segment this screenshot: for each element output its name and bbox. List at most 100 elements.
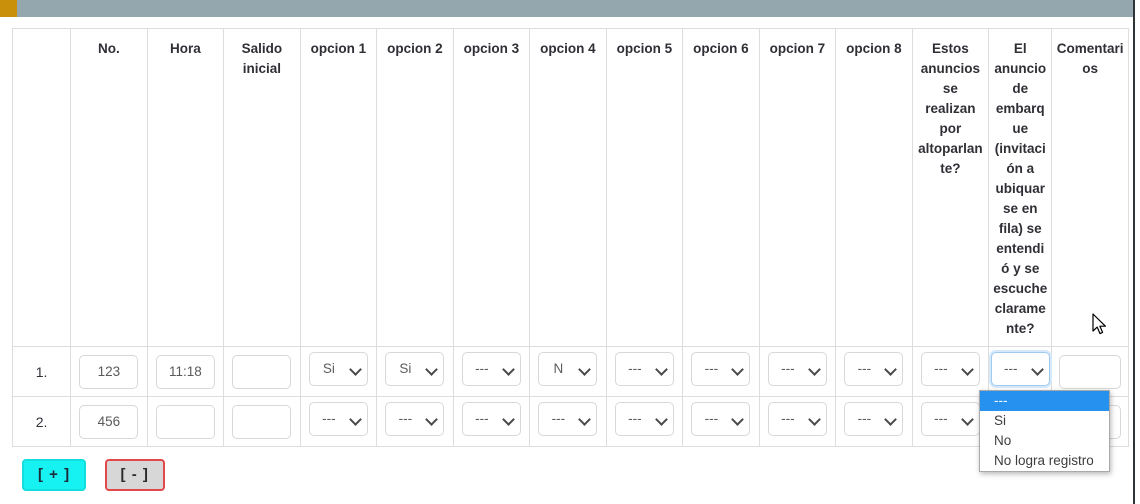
cell-opcion-4: --- (529, 396, 607, 447)
column-header-opcion-5: opcion 5 (605, 28, 684, 347)
cell-no (70, 346, 148, 397)
column-header-comentarios: Comentarios (1051, 28, 1129, 347)
add-row-button[interactable]: [ + ] (22, 459, 87, 491)
question-altoparlante-select-value: --- (934, 411, 948, 426)
opcion-8-select[interactable]: --- (844, 402, 904, 436)
cell-opcion-8: --- (835, 396, 913, 447)
cell-opcion-4: N (529, 346, 607, 397)
dropdown-option-no-logra-registro[interactable]: No logra registro (994, 453, 1094, 468)
cell-question-altoparlante: --- (911, 396, 990, 447)
opcion-4-select-value: N (553, 361, 564, 376)
cell-opcion-1: --- (299, 396, 378, 447)
chevron-down-icon (733, 415, 742, 424)
chevron-down-icon (580, 365, 589, 374)
cell-opcion-7: --- (758, 396, 837, 447)
question-altoparlante-select[interactable]: --- (920, 402, 980, 436)
page-right-gutter (1135, 0, 1140, 504)
opcion-3-select-value: --- (475, 361, 489, 376)
opcion-4-select[interactable]: --- (538, 402, 598, 436)
cell-opcion-6: --- (682, 346, 760, 397)
comentarios-input[interactable] (1059, 354, 1122, 389)
opcion-6-select[interactable]: --- (691, 352, 751, 386)
select-options-dropdown[interactable]: --- Si No No logra registro (979, 390, 1110, 472)
opcion-5-select[interactable]: --- (614, 352, 674, 386)
column-header-opcion-1: opcion 1 (299, 28, 378, 347)
table-body: 1. Si (11, 346, 1129, 447)
cell-hora (146, 346, 225, 397)
opcion-2-select[interactable]: Si (385, 352, 445, 386)
opcion-7-select-value: --- (781, 361, 795, 376)
chevron-down-icon (963, 365, 972, 374)
opcion-8-select-value: --- (857, 361, 872, 376)
dropdown-option-si[interactable]: Si (994, 413, 1007, 428)
opcion-4-select-value: --- (551, 411, 566, 426)
data-table-container: No. Hora Salido inicial opcion 1 opcion … (11, 28, 1129, 447)
chevron-down-icon (504, 415, 513, 424)
question-altoparlante-select[interactable]: --- (920, 352, 980, 386)
no-input[interactable] (79, 354, 139, 389)
table-header-row: No. Hora Salido inicial opcion 1 opcion … (11, 28, 1129, 347)
cell-comentarios (1051, 346, 1129, 397)
opcion-1-select[interactable]: Si (308, 352, 368, 386)
hora-input[interactable] (155, 404, 215, 439)
column-header-opcion-4: opcion 4 (529, 28, 607, 347)
records-table: No. Hora Salido inicial opcion 1 opcion … (11, 28, 1129, 447)
chevron-down-icon (657, 415, 666, 424)
chevron-down-icon (427, 365, 436, 374)
opcion-7-select-value: --- (781, 411, 795, 426)
cell-question-anuncio-embarque: --- (988, 346, 1053, 397)
chevron-down-icon (733, 365, 742, 374)
opcion-5-select[interactable]: --- (614, 402, 674, 436)
question-anuncio-embarque-select-value: --- (1004, 361, 1018, 376)
column-header-opcion-6: opcion 6 (682, 28, 760, 347)
opcion-3-select[interactable]: --- (461, 402, 521, 436)
opcion-7-select[interactable]: --- (767, 402, 827, 436)
opcion-6-select-value: --- (704, 361, 719, 376)
opcion-2-select[interactable]: --- (385, 402, 445, 436)
table-head: No. Hora Salido inicial opcion 1 opcion … (11, 28, 1129, 347)
opcion-3-select-value: --- (475, 411, 489, 426)
row-index-label: 2. (11, 396, 72, 447)
column-header-hora: Hora (146, 28, 225, 347)
chevron-down-icon (1033, 365, 1042, 374)
column-header-opcion-8: opcion 8 (835, 28, 913, 347)
opcion-7-select[interactable]: --- (767, 352, 827, 386)
table-row: 2. --- (11, 396, 1129, 447)
dropdown-option-blank[interactable]: --- (980, 391, 1109, 411)
cell-opcion-2: --- (376, 396, 454, 447)
chevron-down-icon (810, 415, 819, 424)
salido-inicial-input[interactable] (232, 354, 292, 389)
opcion-6-select-value: --- (704, 411, 719, 426)
cell-opcion-8: --- (835, 346, 913, 397)
opcion-6-select[interactable]: --- (691, 402, 751, 436)
cell-opcion-5: --- (605, 396, 684, 447)
remove-row-button[interactable]: [ - ] (104, 459, 165, 491)
opcion-8-select[interactable]: --- (844, 352, 904, 386)
cell-opcion-6: --- (682, 396, 760, 447)
opcion-3-select[interactable]: --- (461, 352, 521, 386)
chevron-down-icon (963, 415, 972, 424)
opcion-2-select-value: --- (398, 411, 413, 426)
opcion-4-select[interactable]: N (538, 352, 598, 386)
cell-salido-inicial (223, 396, 301, 447)
cell-opcion-2: Si (376, 346, 454, 397)
dropdown-option-no[interactable]: No (994, 433, 1012, 448)
question-altoparlante-select-value: --- (934, 361, 948, 376)
chevron-down-icon (351, 415, 360, 424)
column-header-no: No. (70, 28, 148, 347)
cell-question-altoparlante: --- (911, 346, 990, 397)
question-anuncio-embarque-select[interactable]: --- (990, 352, 1050, 386)
cell-opcion-3: --- (452, 346, 531, 397)
hora-input[interactable] (155, 354, 215, 389)
chevron-down-icon (580, 415, 589, 424)
opcion-1-select-value: Si (322, 361, 335, 376)
no-input[interactable] (79, 404, 139, 439)
opcion-5-select-value: --- (628, 361, 642, 376)
cell-opcion-3: --- (452, 396, 531, 447)
window-right-edge (1133, 0, 1135, 504)
salido-inicial-input[interactable] (232, 404, 292, 439)
opcion-8-select-value: --- (857, 411, 872, 426)
column-header-question-anuncio-embarque: El anuncio de embarque (invitación a ubi… (988, 28, 1053, 347)
opcion-1-select[interactable]: --- (308, 402, 368, 436)
